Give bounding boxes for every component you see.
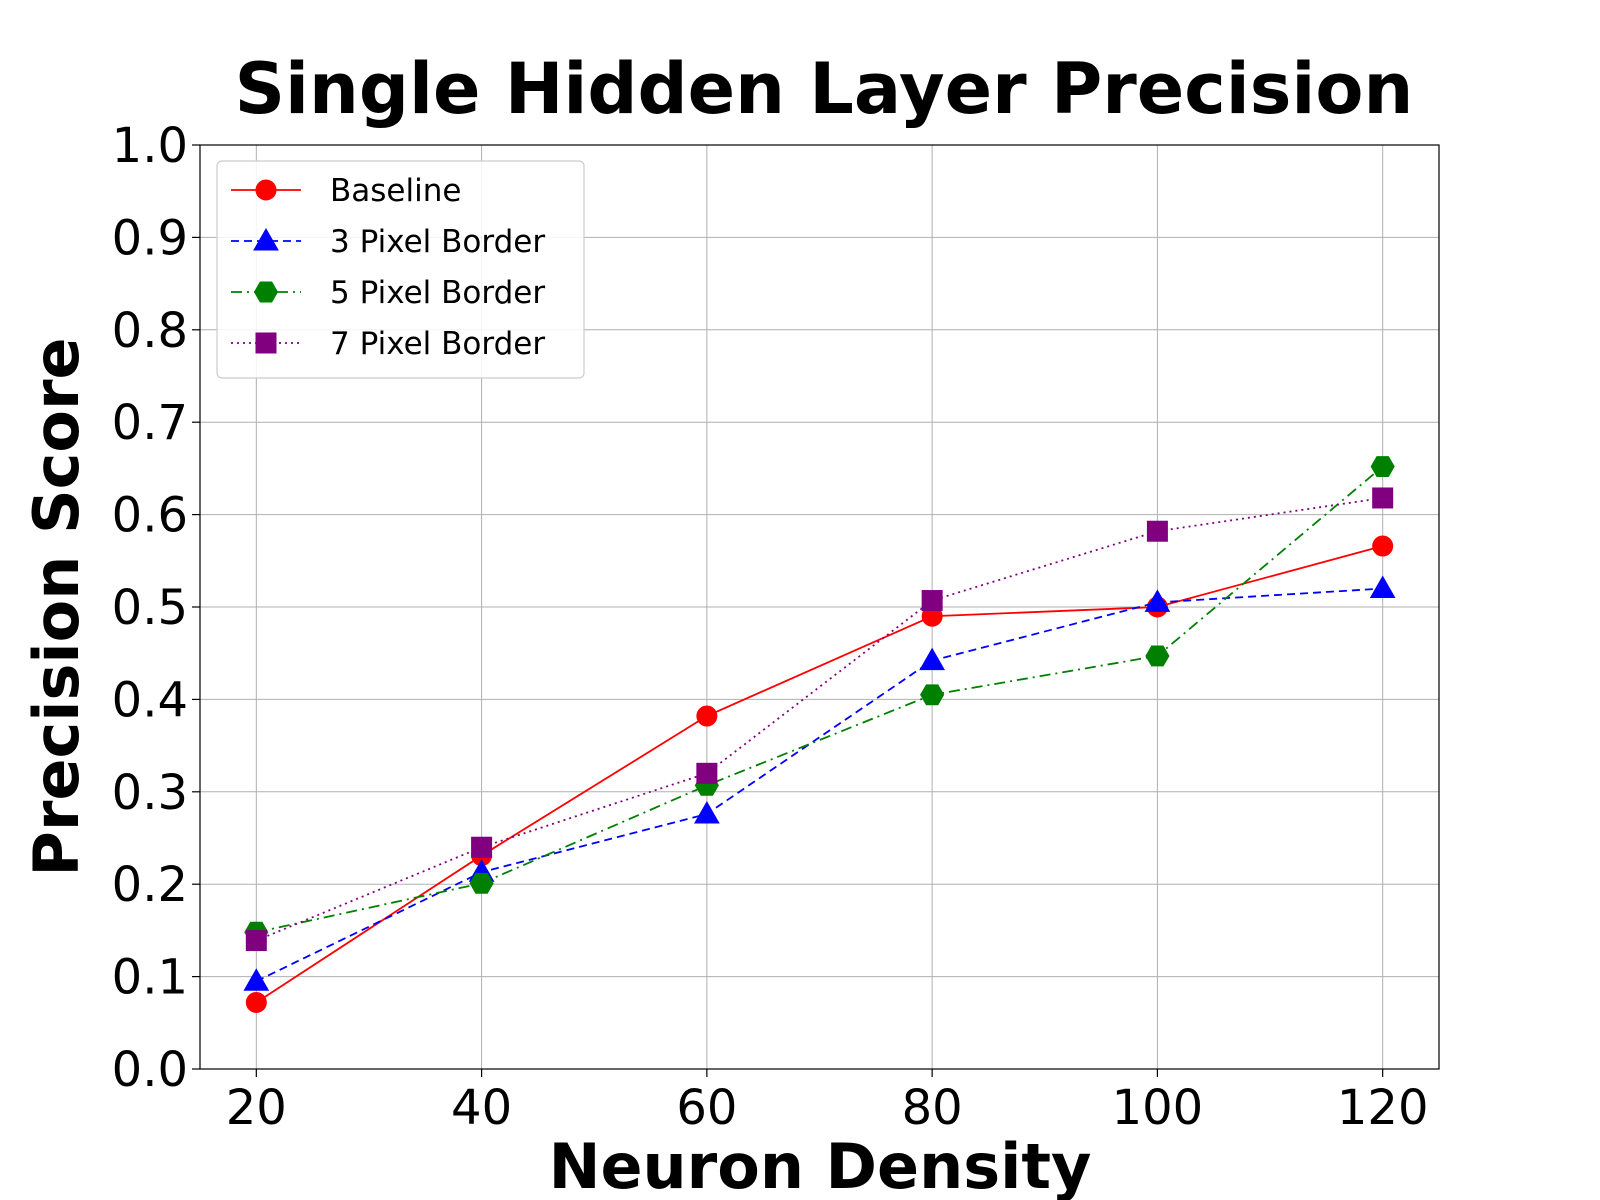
data-point — [1144, 589, 1171, 612]
data-point — [1146, 520, 1168, 542]
y-tick-label: 0.6 — [112, 488, 188, 544]
y-tick-label: 0.1 — [112, 950, 188, 1006]
y-tick-label: 0.4 — [112, 672, 188, 728]
legend-item: 7 Pixel Border — [231, 326, 545, 362]
data-point — [1369, 575, 1396, 599]
legend-item: Baseline — [231, 173, 461, 209]
data-point — [245, 930, 267, 952]
legend: Baseline 3 Pixel Border 5 Pixel Border 7 Pi… — [216, 160, 585, 379]
y-tick-label: 0.8 — [112, 303, 188, 359]
legend-item: 3 Pixel Border — [231, 224, 545, 260]
legend-item: 5 Pixel Border — [231, 275, 545, 311]
legend-marker — [253, 281, 279, 303]
data-point — [694, 800, 720, 824]
data-point — [1372, 487, 1394, 509]
y-tick-label: 0.2 — [112, 857, 188, 913]
data-point — [471, 836, 493, 858]
data-point — [696, 762, 718, 784]
data-point — [919, 647, 945, 671]
legend-label: Baseline — [330, 173, 461, 209]
y-axis-label: Precision Score — [20, 337, 93, 876]
series-line — [255, 497, 1383, 942]
chart-title: Single Hidden Layer Precision — [235, 48, 1414, 130]
x-tick-label: 60 — [676, 1080, 737, 1136]
data-point — [921, 590, 943, 612]
x-tick-label: 120 — [1337, 1080, 1429, 1136]
series-line — [256, 465, 1384, 934]
axis-ticks: 20 40 60 80 100 120 0.0 0.1 0.2 0.3 0.4 0.5 0.6 0.7 0.… — [112, 118, 1429, 1136]
series-3-pixel-border — [243, 575, 1396, 991]
y-tick-label: 0.0 — [112, 1042, 188, 1098]
legend-marker — [255, 179, 277, 201]
legend-box — [216, 160, 585, 379]
grid-lines — [200, 144, 1439, 1070]
data-point — [1370, 456, 1395, 478]
data-point — [245, 991, 267, 1013]
series-line — [255, 545, 1383, 1004]
legend-label: 3 Pixel Border — [330, 224, 545, 260]
data-point — [696, 705, 718, 727]
legend-marker — [255, 332, 277, 354]
data-point — [243, 968, 270, 991]
x-tick-label: 20 — [226, 1080, 287, 1136]
y-tick-label: 0.3 — [112, 765, 188, 821]
x-axis-label: Neuron Density — [549, 1130, 1092, 1200]
data-point — [469, 872, 494, 894]
data-point — [1145, 645, 1170, 667]
y-tick-label: 0.9 — [112, 210, 188, 266]
series-layer — [243, 456, 1396, 1013]
legend-marker — [253, 227, 279, 251]
series-7-pixel-border — [245, 487, 1394, 952]
y-tick-label: 1.0 — [112, 118, 188, 174]
y-tick-label: 0.5 — [112, 580, 188, 636]
data-point — [920, 684, 945, 706]
y-tick-label: 0.7 — [112, 395, 188, 451]
x-tick-label: 100 — [1112, 1080, 1204, 1136]
x-tick-label: 80 — [902, 1080, 963, 1136]
x-tick-label: 40 — [451, 1080, 512, 1136]
data-point — [1372, 535, 1394, 557]
series-line — [255, 587, 1383, 983]
legend-label: 5 Pixel Border — [330, 275, 545, 311]
legend-label: 7 Pixel Border — [330, 326, 545, 362]
